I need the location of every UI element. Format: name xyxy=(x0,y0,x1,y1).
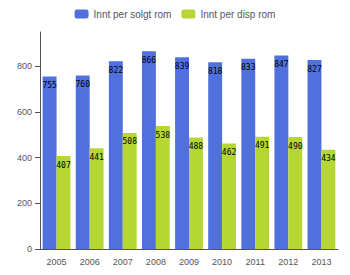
svg-text:2010: 2010 xyxy=(212,257,232,267)
svg-text:490: 490 xyxy=(288,142,303,151)
svg-text:800: 800 xyxy=(17,61,32,71)
svg-text:Innt per disp rom: Innt per disp rom xyxy=(200,9,275,20)
svg-text:760: 760 xyxy=(75,80,90,89)
svg-text:434: 434 xyxy=(321,154,336,163)
svg-text:600: 600 xyxy=(17,107,32,117)
svg-text:491: 491 xyxy=(255,141,270,150)
svg-text:Innt per solgt rom: Innt per solgt rom xyxy=(94,9,172,20)
svg-text:441: 441 xyxy=(89,153,104,162)
svg-text:400: 400 xyxy=(17,153,32,163)
svg-text:818: 818 xyxy=(208,67,223,76)
svg-text:407: 407 xyxy=(56,161,71,170)
svg-text:833: 833 xyxy=(241,63,256,72)
svg-text:866: 866 xyxy=(142,56,157,65)
svg-text:839: 839 xyxy=(175,62,190,71)
svg-text:0: 0 xyxy=(27,244,32,254)
svg-text:2008: 2008 xyxy=(146,257,166,267)
svg-text:2013: 2013 xyxy=(311,257,331,267)
svg-text:2005: 2005 xyxy=(47,257,67,267)
svg-text:200: 200 xyxy=(17,198,32,208)
svg-text:508: 508 xyxy=(123,137,138,146)
svg-text:755: 755 xyxy=(42,81,57,90)
svg-text:2006: 2006 xyxy=(80,257,100,267)
svg-text:462: 462 xyxy=(222,148,237,157)
svg-text:822: 822 xyxy=(109,66,124,75)
svg-text:2009: 2009 xyxy=(179,257,199,267)
svg-text:2007: 2007 xyxy=(113,257,133,267)
svg-text:488: 488 xyxy=(189,142,204,151)
svg-text:847: 847 xyxy=(274,60,289,69)
svg-text:827: 827 xyxy=(307,65,322,74)
svg-text:2011: 2011 xyxy=(246,257,265,267)
svg-text:2012: 2012 xyxy=(278,257,298,267)
svg-text:538: 538 xyxy=(156,131,171,140)
